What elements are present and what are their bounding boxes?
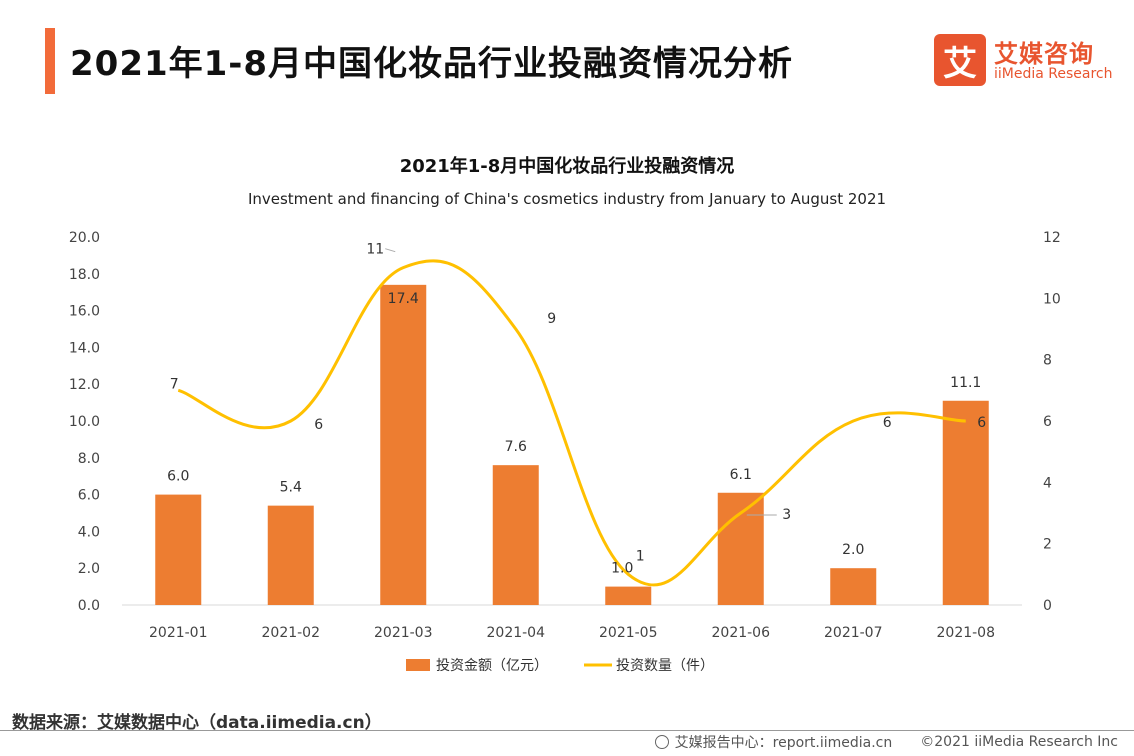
footer: 艾媒报告中心：report.iimedia.cn ©2021 iiMedia R…	[654, 732, 1118, 752]
series-line-investment-count	[177, 259, 966, 587]
data-source: 数据来源：艾媒数据中心（data.iimedia.cn）	[12, 713, 382, 733]
bar	[830, 568, 877, 605]
chart-subtitle: Investment and financing of China's cosm…	[248, 190, 886, 208]
line-data-label: 11	[366, 242, 384, 258]
bar-data-label: 6.0	[167, 469, 189, 485]
right-axis-tick-label: 2	[1043, 537, 1052, 553]
x-axis-tick-label: 2021-04	[487, 625, 546, 641]
left-axis-tick-label: 0.0	[78, 598, 100, 614]
right-axis-tick-label: 10	[1043, 291, 1061, 307]
x-axis-tick-label: 2021-06	[712, 625, 771, 641]
logo-name-en: iiMedia Research	[994, 66, 1113, 82]
line-data-label: 3	[782, 507, 791, 523]
line-data-label: 1	[636, 548, 645, 564]
report-center-link[interactable]: 艾媒报告中心：report.iimedia.cn	[674, 735, 893, 751]
title-accent-bar	[45, 28, 55, 94]
footer-divider	[0, 730, 1134, 731]
x-axis-tick-label: 2021-07	[824, 625, 883, 641]
bar	[492, 465, 539, 605]
left-axis-tick-label: 2.0	[78, 561, 100, 577]
left-axis-tick-label: 16.0	[69, 304, 100, 320]
right-axis-tick-label: 4	[1043, 475, 1052, 491]
x-axis-tick-label: 2021-01	[149, 625, 208, 641]
bar-data-label: 1.0	[611, 561, 633, 577]
bar-data-label: 5.4	[280, 480, 302, 496]
left-axis-tick-label: 20.0	[69, 230, 100, 246]
chart-title: 2021年1-8月中国化妆品行业投融资情况	[400, 155, 735, 177]
page-title: 2021年1-8月中国化妆品行业投融资情况分析	[70, 44, 794, 84]
left-axis-tick-label: 14.0	[69, 340, 100, 356]
line-data-label: 6	[314, 417, 323, 433]
copyright: ©2021 iiMedia Research Inc	[920, 734, 1118, 750]
legend-label-bar: 投资金额（亿元）	[436, 658, 548, 674]
x-axis-tick-label: 2021-03	[374, 625, 433, 641]
left-axis-tick-label: 4.0	[78, 524, 100, 540]
line-data-label: 9	[547, 311, 556, 327]
iimedia-logo: 艾 艾媒咨询 iiMedia Research	[934, 32, 1114, 88]
bar-data-label: 7.6	[505, 439, 527, 455]
leader-line	[385, 248, 396, 253]
right-axis-tick-label: 0	[1043, 598, 1052, 614]
logo-mark: 艾	[934, 34, 986, 86]
left-axis-tick-label: 12.0	[69, 377, 100, 393]
logo-name-cn: 艾媒咨询	[994, 40, 1094, 68]
line-data-label: 6	[883, 415, 892, 431]
left-axis-tick-label: 6.0	[78, 488, 100, 504]
bar	[380, 284, 427, 605]
left-axis-tick-label: 18.0	[69, 267, 100, 283]
bar-data-label: 2.0	[842, 542, 864, 558]
globe-icon	[654, 735, 669, 749]
line-data-label: 7	[170, 376, 179, 392]
bar-data-label: 6.1	[730, 467, 752, 483]
bar-data-label: 17.4	[388, 291, 419, 307]
bar	[605, 586, 652, 605]
line-data-label: 6	[977, 415, 986, 431]
bar-data-label: 11.1	[950, 375, 981, 391]
legend-label-line: 投资数量（件）	[616, 658, 714, 674]
investment-chart: 2021年1-8月中国化妆品行业投融资情况 Investment and fina…	[69, 155, 1061, 674]
x-axis-tick-label: 2021-08	[937, 625, 996, 641]
left-axis-tick-label: 10.0	[69, 414, 100, 430]
x-axis-tick-label: 2021-05	[599, 625, 658, 641]
left-axis-tick-label: 8.0	[78, 451, 100, 467]
bar	[267, 505, 314, 605]
bar	[155, 494, 202, 605]
right-axis-tick-label: 12	[1043, 230, 1061, 246]
legend-swatch-bar	[406, 659, 430, 671]
bar	[717, 492, 764, 605]
bar	[942, 400, 989, 605]
right-axis-tick-label: 8	[1043, 353, 1052, 369]
right-axis-tick-label: 6	[1043, 414, 1052, 430]
x-axis-tick-label: 2021-02	[262, 625, 321, 641]
